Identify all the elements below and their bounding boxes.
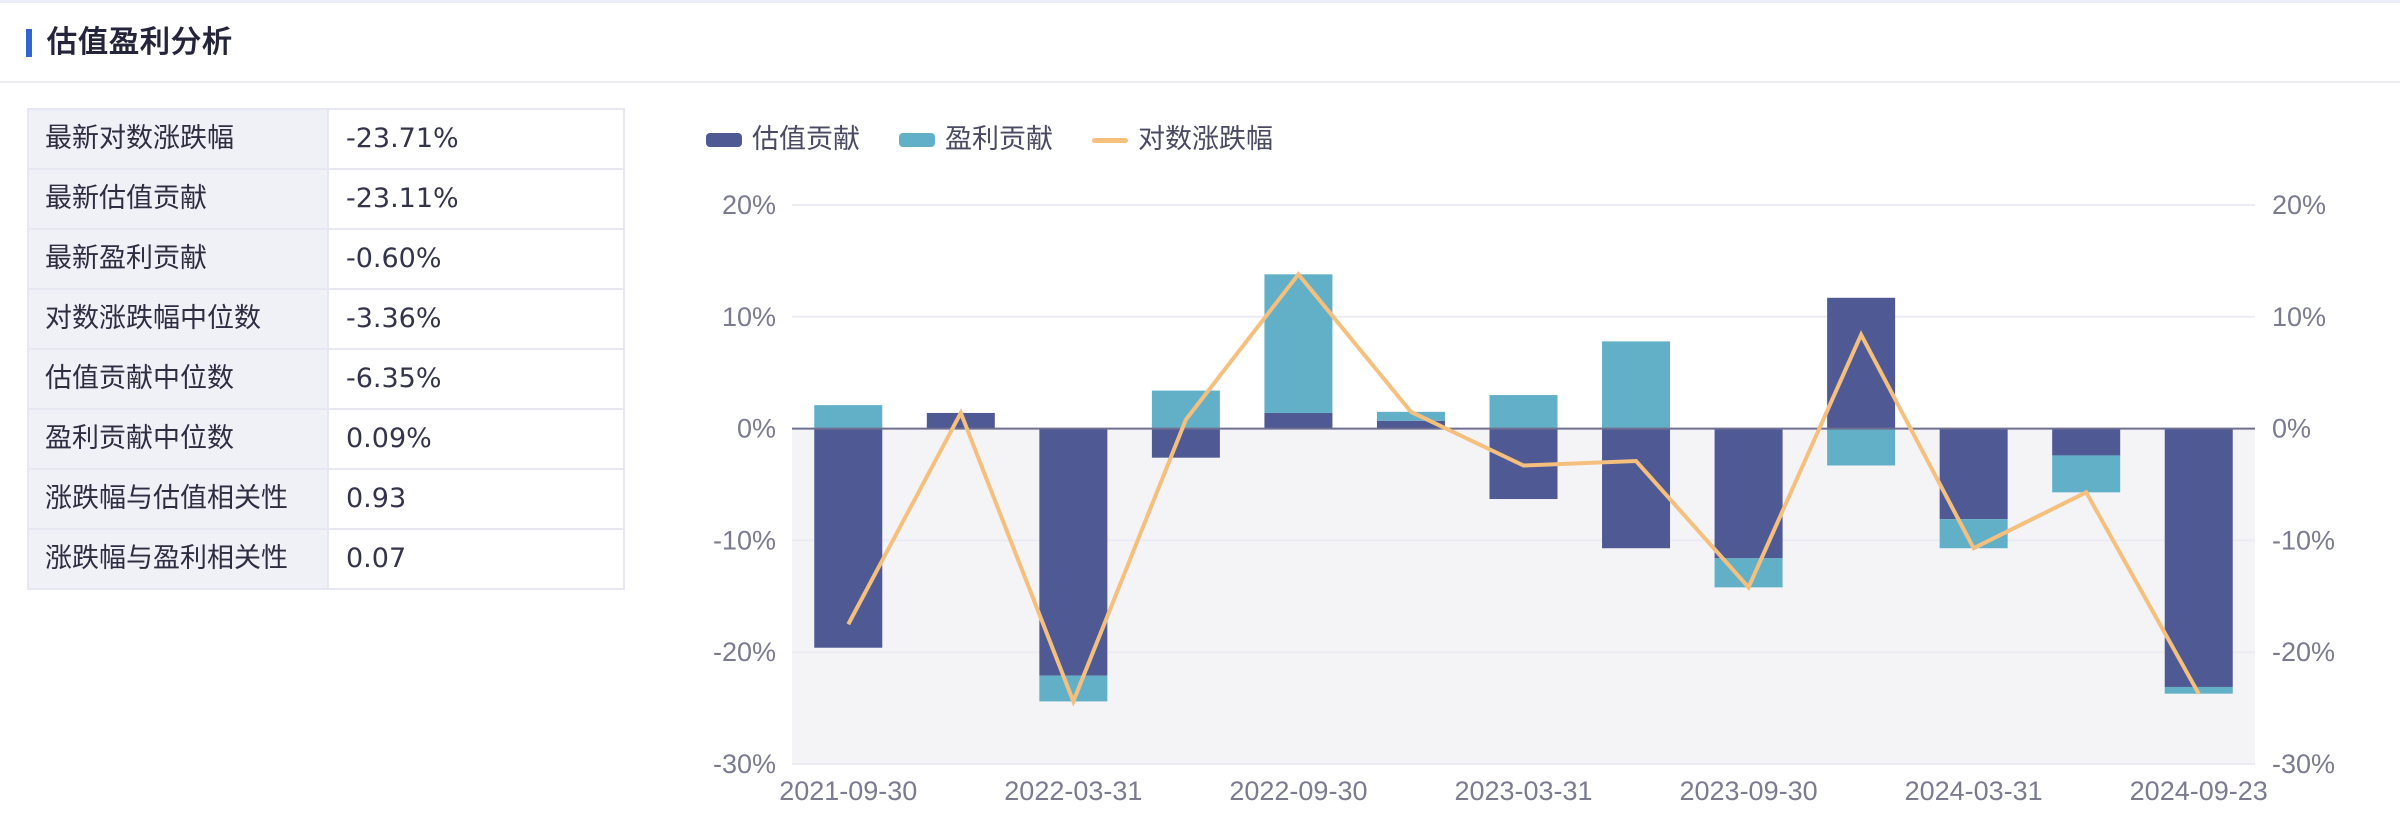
metric-label: 对数涨跌幅中位数 bbox=[27, 288, 329, 350]
y-tick-label: 0% bbox=[2272, 414, 2311, 444]
table-row: 最新盈利贡献 -0.60% bbox=[27, 228, 625, 290]
y-tick-label: -20% bbox=[713, 637, 776, 667]
table-row: 最新对数涨跌幅 -23.71% bbox=[27, 108, 625, 170]
valuation-bar bbox=[1039, 428, 1108, 676]
y-axis-right: 20% 10% 0% -10% -20% -30% bbox=[2272, 190, 2335, 779]
legend-item-log-return[interactable]: 对数涨跌幅 bbox=[1092, 120, 1273, 160]
metric-value: -6.35% bbox=[327, 348, 625, 410]
valuation-bar bbox=[814, 428, 883, 648]
y-tick-label: -10% bbox=[713, 525, 776, 555]
log-return-line bbox=[846, 271, 2201, 707]
y-tick-label: 20% bbox=[722, 190, 776, 220]
title-accent-bar bbox=[26, 29, 32, 57]
y-tick-label: 10% bbox=[722, 302, 776, 332]
earnings-bar bbox=[814, 405, 883, 429]
earnings-bar bbox=[2052, 455, 2121, 493]
metric-value: -23.11% bbox=[327, 168, 625, 230]
metric-label: 涨跌幅与估值相关性 bbox=[27, 468, 329, 530]
y-tick-label: -10% bbox=[2272, 525, 2335, 555]
valuation-bar bbox=[2164, 428, 2233, 687]
valuation-bar bbox=[2052, 428, 2121, 456]
bar-series bbox=[814, 274, 2233, 702]
metrics-table: 最新对数涨跌幅 -23.71% 最新估值贡献 -23.11% 最新盈利贡献 -0… bbox=[27, 108, 625, 590]
x-tick-label: 2021-09-30 bbox=[779, 776, 917, 806]
bar-swatch-icon bbox=[899, 133, 935, 147]
x-tick-label: 2023-03-31 bbox=[1454, 776, 1592, 806]
y-axis-left: 20% 10% 0% -10% -20% -30% bbox=[713, 190, 776, 779]
table-row: 估值贡献中位数 -6.35% bbox=[27, 348, 625, 410]
metric-label: 最新估值贡献 bbox=[27, 168, 329, 230]
y-tick-label: -30% bbox=[713, 749, 776, 779]
x-tick-label: 2022-03-31 bbox=[1004, 776, 1142, 806]
valuation-bar bbox=[1376, 420, 1445, 429]
earnings-bar bbox=[1827, 428, 1896, 466]
bar-swatch-icon bbox=[706, 133, 742, 147]
x-tick-label: 2023-09-30 bbox=[1680, 776, 1818, 806]
y-tick-label: -20% bbox=[2272, 637, 2335, 667]
x-tick-label: 2022-09-30 bbox=[1229, 776, 1367, 806]
table-row: 涨跌幅与估值相关性 0.93 bbox=[27, 468, 625, 530]
earnings-bar bbox=[1489, 395, 1558, 429]
valuation-bar bbox=[1264, 412, 1333, 429]
earnings-bar bbox=[1376, 411, 1445, 421]
valuation-bar bbox=[1827, 297, 1896, 429]
legend-label: 估值贡献 bbox=[752, 124, 860, 155]
earnings-bar bbox=[1264, 274, 1333, 413]
x-axis: 2021-09-30 2022-03-31 2022-09-30 2023-03-31… bbox=[779, 776, 2268, 806]
table-row: 盈利贡献中位数 0.09% bbox=[27, 408, 625, 470]
section-title: 估值盈利分析 bbox=[47, 25, 233, 60]
metric-label: 涨跌幅与盈利相关性 bbox=[27, 528, 329, 590]
earnings-bar bbox=[1602, 341, 1671, 429]
line-series bbox=[846, 271, 2201, 707]
x-tick-label: 2024-03-31 bbox=[1905, 776, 2043, 806]
metric-value: 0.93 bbox=[327, 468, 625, 530]
y-tick-label: 20% bbox=[2272, 190, 2326, 220]
metric-value: 0.07 bbox=[327, 528, 625, 590]
y-tick-label: 0% bbox=[737, 414, 776, 444]
metric-value: -0.60% bbox=[327, 228, 625, 290]
line-swatch-icon bbox=[1092, 137, 1128, 143]
table-row: 最新估值贡献 -23.11% bbox=[27, 168, 625, 230]
legend-label: 对数涨跌幅 bbox=[1138, 124, 1273, 155]
metric-value: 0.09% bbox=[327, 408, 625, 470]
top-border bbox=[0, 0, 2400, 3]
legend-label: 盈利贡献 bbox=[945, 124, 1053, 155]
metric-label: 最新盈利贡献 bbox=[27, 228, 329, 290]
table-row: 对数涨跌幅中位数 -3.36% bbox=[27, 288, 625, 350]
metric-label: 盈利贡献中位数 bbox=[27, 408, 329, 470]
legend-item-earnings[interactable]: 盈利贡献 bbox=[899, 120, 1053, 160]
metric-label: 估值贡献中位数 bbox=[27, 348, 329, 410]
valuation-bar bbox=[926, 412, 995, 429]
chart-legend: 估值贡献 盈利贡献 对数涨跌幅 bbox=[706, 120, 1312, 160]
table-row: 涨跌幅与盈利相关性 0.07 bbox=[27, 528, 625, 590]
y-tick-label: 10% bbox=[2272, 302, 2326, 332]
y-tick-label: -30% bbox=[2272, 749, 2335, 779]
section-header: 估值盈利分析 bbox=[0, 3, 2400, 83]
metric-value: -23.71% bbox=[327, 108, 625, 170]
gridlines bbox=[792, 204, 2255, 765]
earnings-bar bbox=[1939, 519, 2008, 549]
x-tick-label: 2024-09-23 bbox=[2130, 776, 2268, 806]
metric-label: 最新对数涨跌幅 bbox=[27, 108, 329, 170]
legend-item-valuation[interactable]: 估值贡献 bbox=[706, 120, 860, 160]
valuation-bar bbox=[1151, 428, 1220, 458]
metric-value: -3.36% bbox=[327, 288, 625, 350]
